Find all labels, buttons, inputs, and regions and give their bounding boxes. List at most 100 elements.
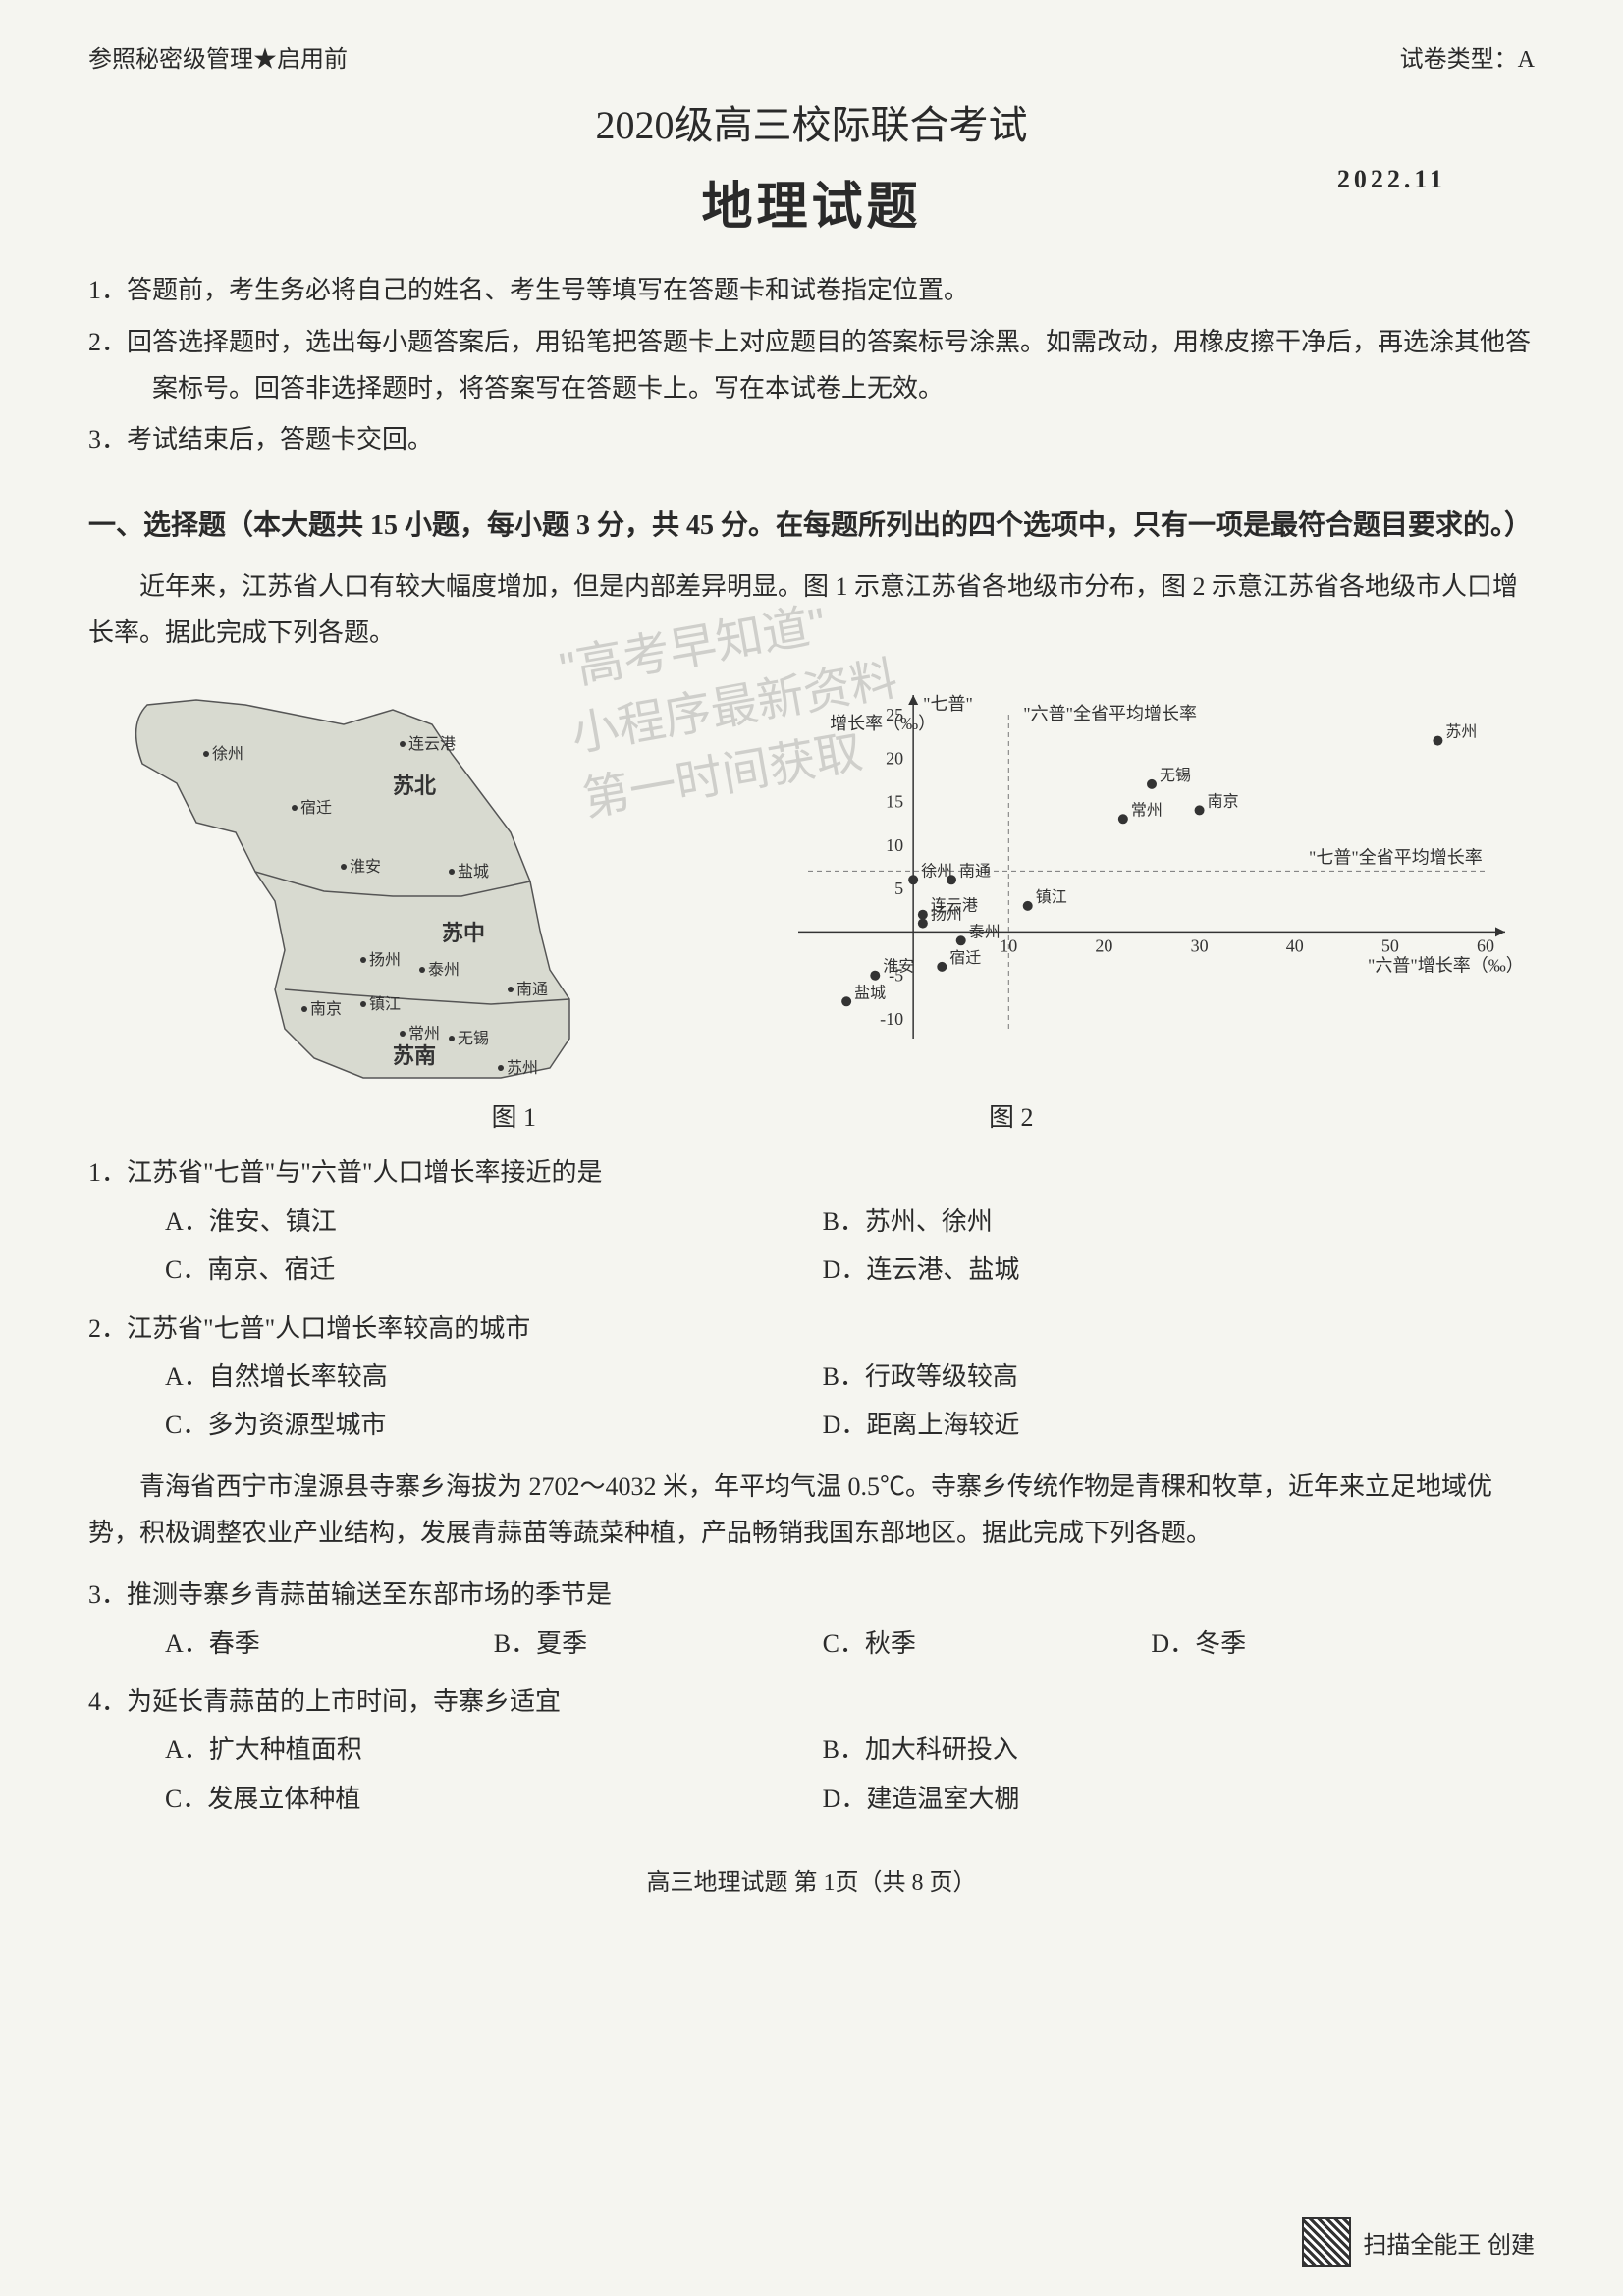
exam-date: 2022.11 [1337, 165, 1446, 194]
question-block-1: 1．江苏省"七普"与"六普"人口增长率接近的是A．淮安、镇江B．苏州、徐州C．南… [88, 1148, 1535, 1449]
header-row: 参照秘密级管理★启用前 试卷类型：A [88, 39, 1535, 74]
city-label: 泰州 [428, 961, 460, 979]
city-label: 苏州 [507, 1059, 538, 1077]
option: C．发展立体种植 [165, 1775, 823, 1823]
option: B．夏季 [494, 1620, 823, 1668]
option: A．自然增长率较高 [165, 1353, 823, 1401]
title-sub-text: 地理试题 [701, 180, 921, 236]
scatter-point [908, 876, 918, 885]
scatter-point [1433, 736, 1442, 746]
option: A．扩大种植面积 [165, 1726, 823, 1774]
option: C．多为资源型城市 [165, 1401, 823, 1449]
y-label-2: 增长率（‰） [830, 714, 936, 733]
scatter-point-label: 南京 [1208, 793, 1239, 811]
scatter-point [918, 919, 928, 929]
scatter-point-label: 泰州 [969, 924, 1001, 941]
scatter-point [870, 971, 880, 981]
map-outline [136, 700, 569, 1078]
passage-1: 近年来，江苏省人口有较大幅度增加，但是内部差异明显。图 1 示意江苏省各地级市分… [88, 564, 1535, 657]
scatter-point [1118, 815, 1128, 825]
instruction-3: 3．考试结束后，答题卡交回。 [88, 417, 1535, 463]
scatter-point-label: 常州 [1131, 802, 1163, 820]
map-svg: 徐州连云港宿迁淮安盐城扬州泰州南通南京镇江常州无锡苏州 苏北苏中苏南 [88, 675, 638, 1088]
qr-code-icon [1302, 2217, 1351, 2267]
region-label: 苏南 [393, 1043, 436, 1068]
scatter-point-label: 南通 [959, 863, 991, 881]
passage-2: 青海省西宁市湟源县寺寨乡海拔为 2702～4032 米，年平均气温 0.5℃。寺… [88, 1465, 1535, 1557]
figure-labels-row: 图 1 图 2 [88, 1097, 1535, 1134]
scatter-point-label: 盐城 [854, 985, 886, 1002]
question-stem: 1．江苏省"七普"与"六普"人口增长率接近的是 [88, 1148, 1535, 1197]
city-dot [400, 741, 406, 747]
option: B．行政等级较高 [823, 1353, 1481, 1401]
scatter-point-label: 苏州 [1445, 723, 1477, 741]
question-stem: 4．为延长青蒜苗的上市时间，寺寨乡适宜 [88, 1678, 1535, 1726]
city-label: 连云港 [408, 735, 456, 753]
y-tick: 20 [886, 749, 903, 769]
scatter-point [841, 997, 851, 1007]
scatter-point [956, 936, 966, 946]
figure-2-label: 图 2 [989, 1097, 1034, 1134]
option: C．南京、宿迁 [165, 1246, 823, 1294]
header-left: 参照秘密级管理★启用前 [88, 39, 348, 74]
y-tick: 15 [886, 792, 903, 812]
scatter-point [1147, 779, 1157, 789]
option: B．加大科研投入 [823, 1726, 1481, 1774]
city-dot [400, 1031, 406, 1037]
city-dot [419, 967, 425, 973]
city-dot [341, 864, 347, 870]
question-stem: 3．推测寺寨乡青蒜苗输送至东部市场的季节是 [88, 1571, 1535, 1619]
title-main: 2020级高三校际联合考试 [88, 93, 1535, 150]
city-label: 宿迁 [300, 799, 332, 817]
option: D．连云港、盐城 [823, 1246, 1481, 1294]
city-label: 常州 [408, 1025, 440, 1042]
options-row: A．自然增长率较高B．行政等级较高C．多为资源型城市D．距离上海较近 [88, 1353, 1535, 1450]
scatter-point [918, 910, 928, 920]
city-dot [449, 1036, 455, 1041]
figures-row: 徐州连云港宿迁淮安盐城扬州泰州南通南京镇江常州无锡苏州 苏北苏中苏南 "七普"增… [88, 675, 1535, 1093]
region-label: 苏中 [442, 921, 485, 945]
city-dot [292, 805, 298, 811]
option: B．苏州、徐州 [823, 1198, 1481, 1246]
option: D．距离上海较近 [823, 1401, 1481, 1449]
scatter-point-label: 宿迁 [949, 949, 981, 967]
question-stem: 2．江苏省"七普"人口增长率较高的城市 [88, 1305, 1535, 1353]
bottom-right: 扫描全能王 创建 [1302, 2217, 1535, 2267]
city-dot [360, 1001, 366, 1007]
option: C．秋季 [823, 1620, 1152, 1668]
question: 3．推测寺寨乡青蒜苗输送至东部市场的季节是A．春季B．夏季C．秋季D．冬季 [88, 1571, 1535, 1668]
options-row: A．扩大种植面积B．加大科研投入C．发展立体种植D．建造温室大棚 [88, 1726, 1535, 1823]
city-dot [508, 987, 514, 992]
x-axis-label: "六普"增长率（‰） [1368, 956, 1524, 976]
city-label: 无锡 [458, 1030, 489, 1047]
question-block-2: 3．推测寺寨乡青蒜苗输送至东部市场的季节是A．春季B．夏季C．秋季D．冬季 4．为… [88, 1571, 1535, 1823]
scatter-point-label: 无锡 [1160, 767, 1191, 784]
x-tick: 30 [1191, 936, 1209, 956]
x-tick: 50 [1381, 936, 1399, 956]
instruction-2: 2．回答选择题时，选出每小题答案后，用铅笔把答题卡上对应题目的答案标号涂黑。如需… [88, 320, 1535, 412]
map-figure: 徐州连云港宿迁淮安盐城扬州泰州南通南京镇江常州无锡苏州 苏北苏中苏南 [88, 675, 638, 1093]
y-label-1: "七普" [923, 694, 973, 714]
option: D．建造温室大棚 [823, 1775, 1481, 1823]
city-dot [203, 751, 209, 757]
city-dot [360, 957, 366, 963]
y-tick: 25 [886, 705, 903, 724]
scatter-point [937, 962, 947, 972]
scatter-point-label: 镇江 [1036, 888, 1067, 906]
x-tick: 60 [1477, 936, 1494, 956]
y-tick: 5 [894, 880, 903, 899]
question: 4．为延长青蒜苗的上市时间，寺寨乡适宜A．扩大种植面积B．加大科研投入C．发展立… [88, 1678, 1535, 1823]
scatter-point [947, 876, 956, 885]
x-tick: 20 [1095, 936, 1112, 956]
x-tick: 40 [1286, 936, 1304, 956]
city-label: 南京 [310, 1000, 342, 1018]
question: 1．江苏省"七普"与"六普"人口增长率接近的是A．淮安、镇江B．苏州、徐州C．南… [88, 1148, 1535, 1294]
city-label: 盐城 [458, 863, 489, 881]
instruction-1: 1．答题前，考生务必将自己的姓名、考生号等填写在答题卡和试卷指定位置。 [88, 268, 1535, 314]
city-label: 南通 [516, 981, 548, 998]
option: D．冬季 [1151, 1620, 1480, 1668]
title-sub: 地理试题 2022.11 [88, 165, 1535, 239]
chart-svg: "七普"增长率（‰）102030405060-10-5510152025"六普"… [730, 675, 1535, 1088]
ref-label-vertical: "六普"全省平均增长率 [1023, 704, 1197, 723]
option: A．春季 [165, 1620, 494, 1668]
